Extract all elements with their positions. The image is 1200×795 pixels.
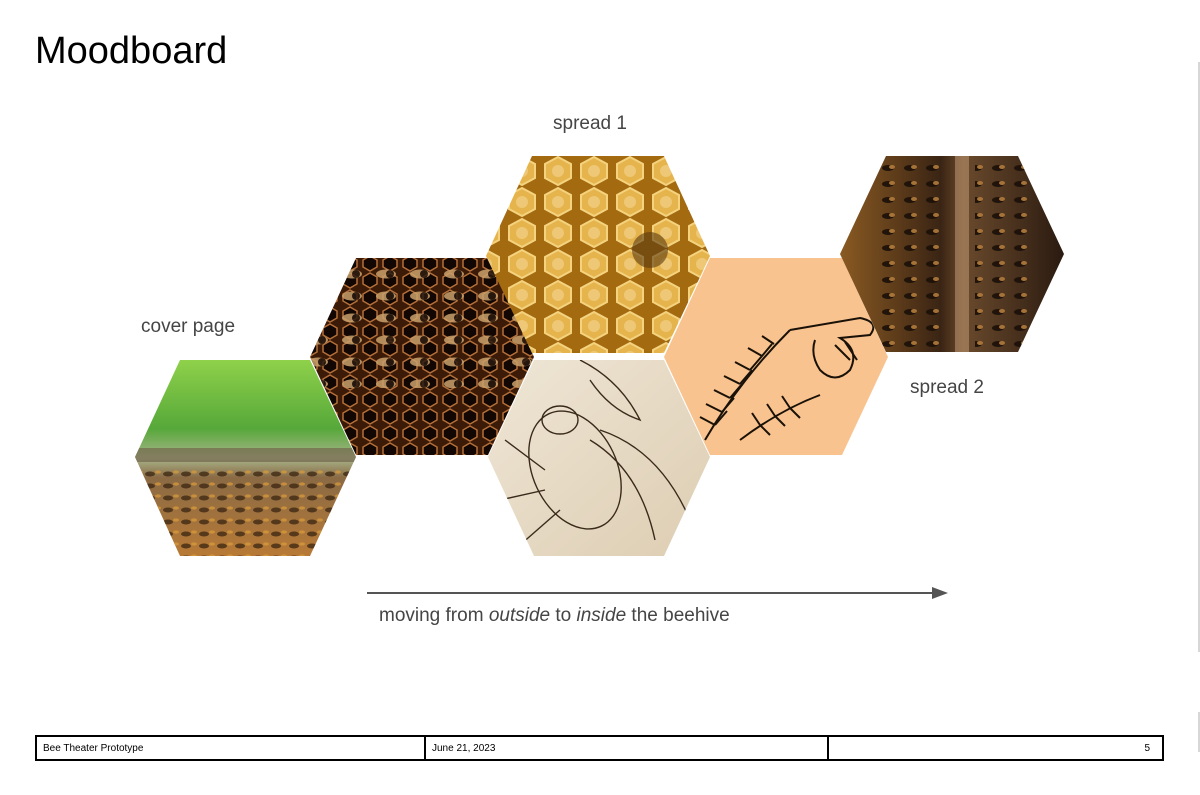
label-cover-page: cover page [141,316,236,337]
hex-honeycomb-larvae [486,156,710,353]
direction-caption: moving from outside to inside the beehiv… [379,605,730,627]
footer-page-number: 5 [827,737,1162,759]
page-title: Moodboard [35,30,228,72]
footer-bar: Bee Theater Prototype June 21, 2023 5 [35,735,1164,761]
caption-outside: outside [488,605,551,626]
direction-arrow [367,587,948,599]
hex-bees-on-comb [310,258,534,455]
hex-bees-on-frames [840,156,1064,352]
caption-part-1: moving from [379,605,489,626]
footer-date: June 21, 2023 [424,737,827,759]
hex-cover-bees-on-wood [135,360,356,556]
label-spread-2: spread 2 [910,377,984,398]
hex-cicada-sketch [488,360,710,556]
hex-fern-hand-drawing [664,258,888,455]
caption-part-3: the beehive [626,605,730,626]
caption-inside: inside [576,605,627,626]
right-edge-bar [1198,62,1200,652]
right-edge-bar-lower [1198,712,1200,752]
label-spread-1: spread 1 [553,113,627,134]
footer-project-name: Bee Theater Prototype [43,742,144,754]
caption-part-2: to [550,605,577,626]
